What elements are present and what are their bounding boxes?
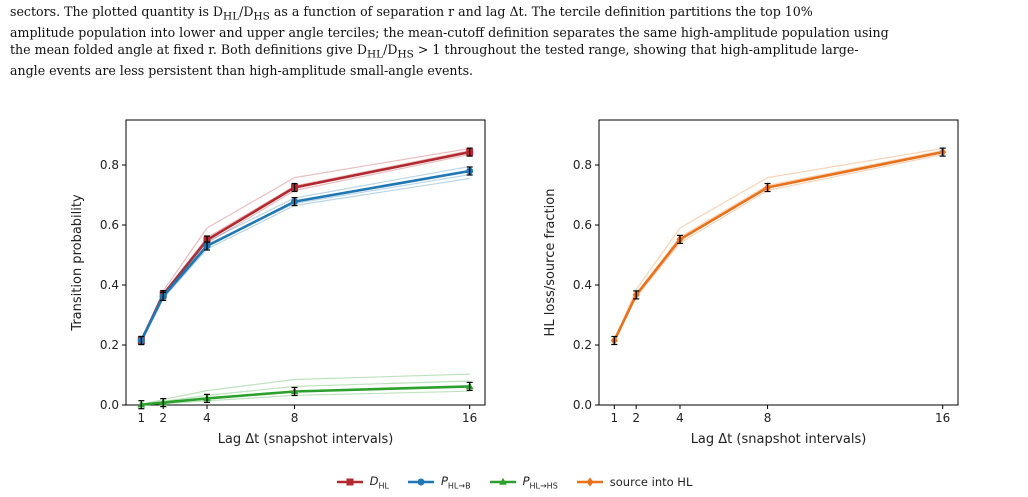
x-tick-label: 1	[138, 411, 146, 425]
legend-swatch	[407, 478, 434, 486]
thin-variant-line	[613, 153, 943, 342]
x-tick-label: 2	[159, 411, 167, 425]
legend-swatch	[336, 478, 363, 486]
square-marker	[346, 478, 354, 486]
y-tick-label: 0.0	[100, 398, 119, 412]
legend-label: PHL→B	[440, 473, 471, 491]
y-axis-label: Transition probability	[70, 194, 85, 332]
x-tick-label: 16	[935, 411, 950, 425]
y-tick-label: 0.4	[573, 278, 592, 292]
x-tick-label: 4	[203, 411, 211, 425]
series-line	[613, 150, 943, 342]
legend-entry: PHL→HS	[489, 474, 558, 490]
axes-frame	[125, 119, 486, 406]
y-tick-label: 0.4	[100, 278, 119, 292]
thin-variant-line	[613, 150, 943, 341]
legend-entry: DHL	[336, 474, 389, 490]
legend-label: DHL	[369, 473, 389, 491]
y-axis-label: HL loss/source fraction	[543, 189, 558, 337]
x-axis-label: Lag Δt (snapshot intervals)	[691, 432, 867, 447]
caption-line: angle events are less persistent than hi…	[10, 62, 474, 78]
diamond-marker	[586, 477, 594, 487]
legend-label: PHL→HS	[522, 473, 558, 491]
y-tick-label: 0.8	[100, 158, 119, 172]
triangle-marker	[498, 477, 507, 485]
y-tick-label: 0.8	[573, 158, 592, 172]
x-tick-label: 16	[462, 411, 477, 425]
axes-frame	[598, 119, 959, 406]
legend-swatch	[576, 477, 603, 487]
hl-loss-source-chart: 1 2 4 8 16 0.0 0.2 0.4 0.6 0.8 Lag Δt (snapshot in…	[543, 119, 959, 447]
y-tick-label: 0.6	[573, 218, 592, 232]
caption-line: amplitude population into lower and uppe…	[10, 25, 889, 41]
thin-variant-line	[140, 147, 470, 341]
circle-marker	[417, 478, 425, 486]
thin-variant-line	[613, 147, 943, 341]
caption-line: the mean folded angle at fixed r. Both d…	[10, 41, 859, 61]
figure-caption: sectors. The plotted quantity is DHL/DHS…	[10, 0, 1018, 79]
legend-entry: source into HL	[576, 475, 693, 489]
x-tick-label: 8	[764, 411, 772, 425]
legend-entry: PHL→B	[407, 474, 471, 490]
legend-swatch	[489, 477, 516, 485]
y-tick-label: 0.6	[100, 218, 119, 232]
thin-variant-line	[141, 373, 470, 405]
y-tick-label: 0.2	[100, 338, 119, 352]
y-tick-label: 0.2	[573, 338, 592, 352]
x-tick-label: 4	[676, 411, 684, 425]
figure-legend: DHL PHL→B PHL→HS source into HL	[0, 470, 1028, 494]
x-tick-label: 8	[291, 411, 299, 425]
x-tick-label: 1	[611, 411, 619, 425]
x-axis-label: Lag Δt (snapshot intervals)	[218, 432, 394, 447]
legend-label: source into HL	[609, 475, 693, 489]
y-tick-label: 0.0	[573, 398, 592, 412]
transition-probability-chart: 1 2 4 8 16 0.0 0.2 0.4 0.6 0.8 Lag Δt (snapshot in…	[70, 119, 486, 447]
x-tick-label: 2	[632, 411, 640, 425]
caption-line: sectors. The plotted quantity is DHL/DHS…	[10, 4, 813, 23]
thin-variant-line	[140, 165, 470, 341]
